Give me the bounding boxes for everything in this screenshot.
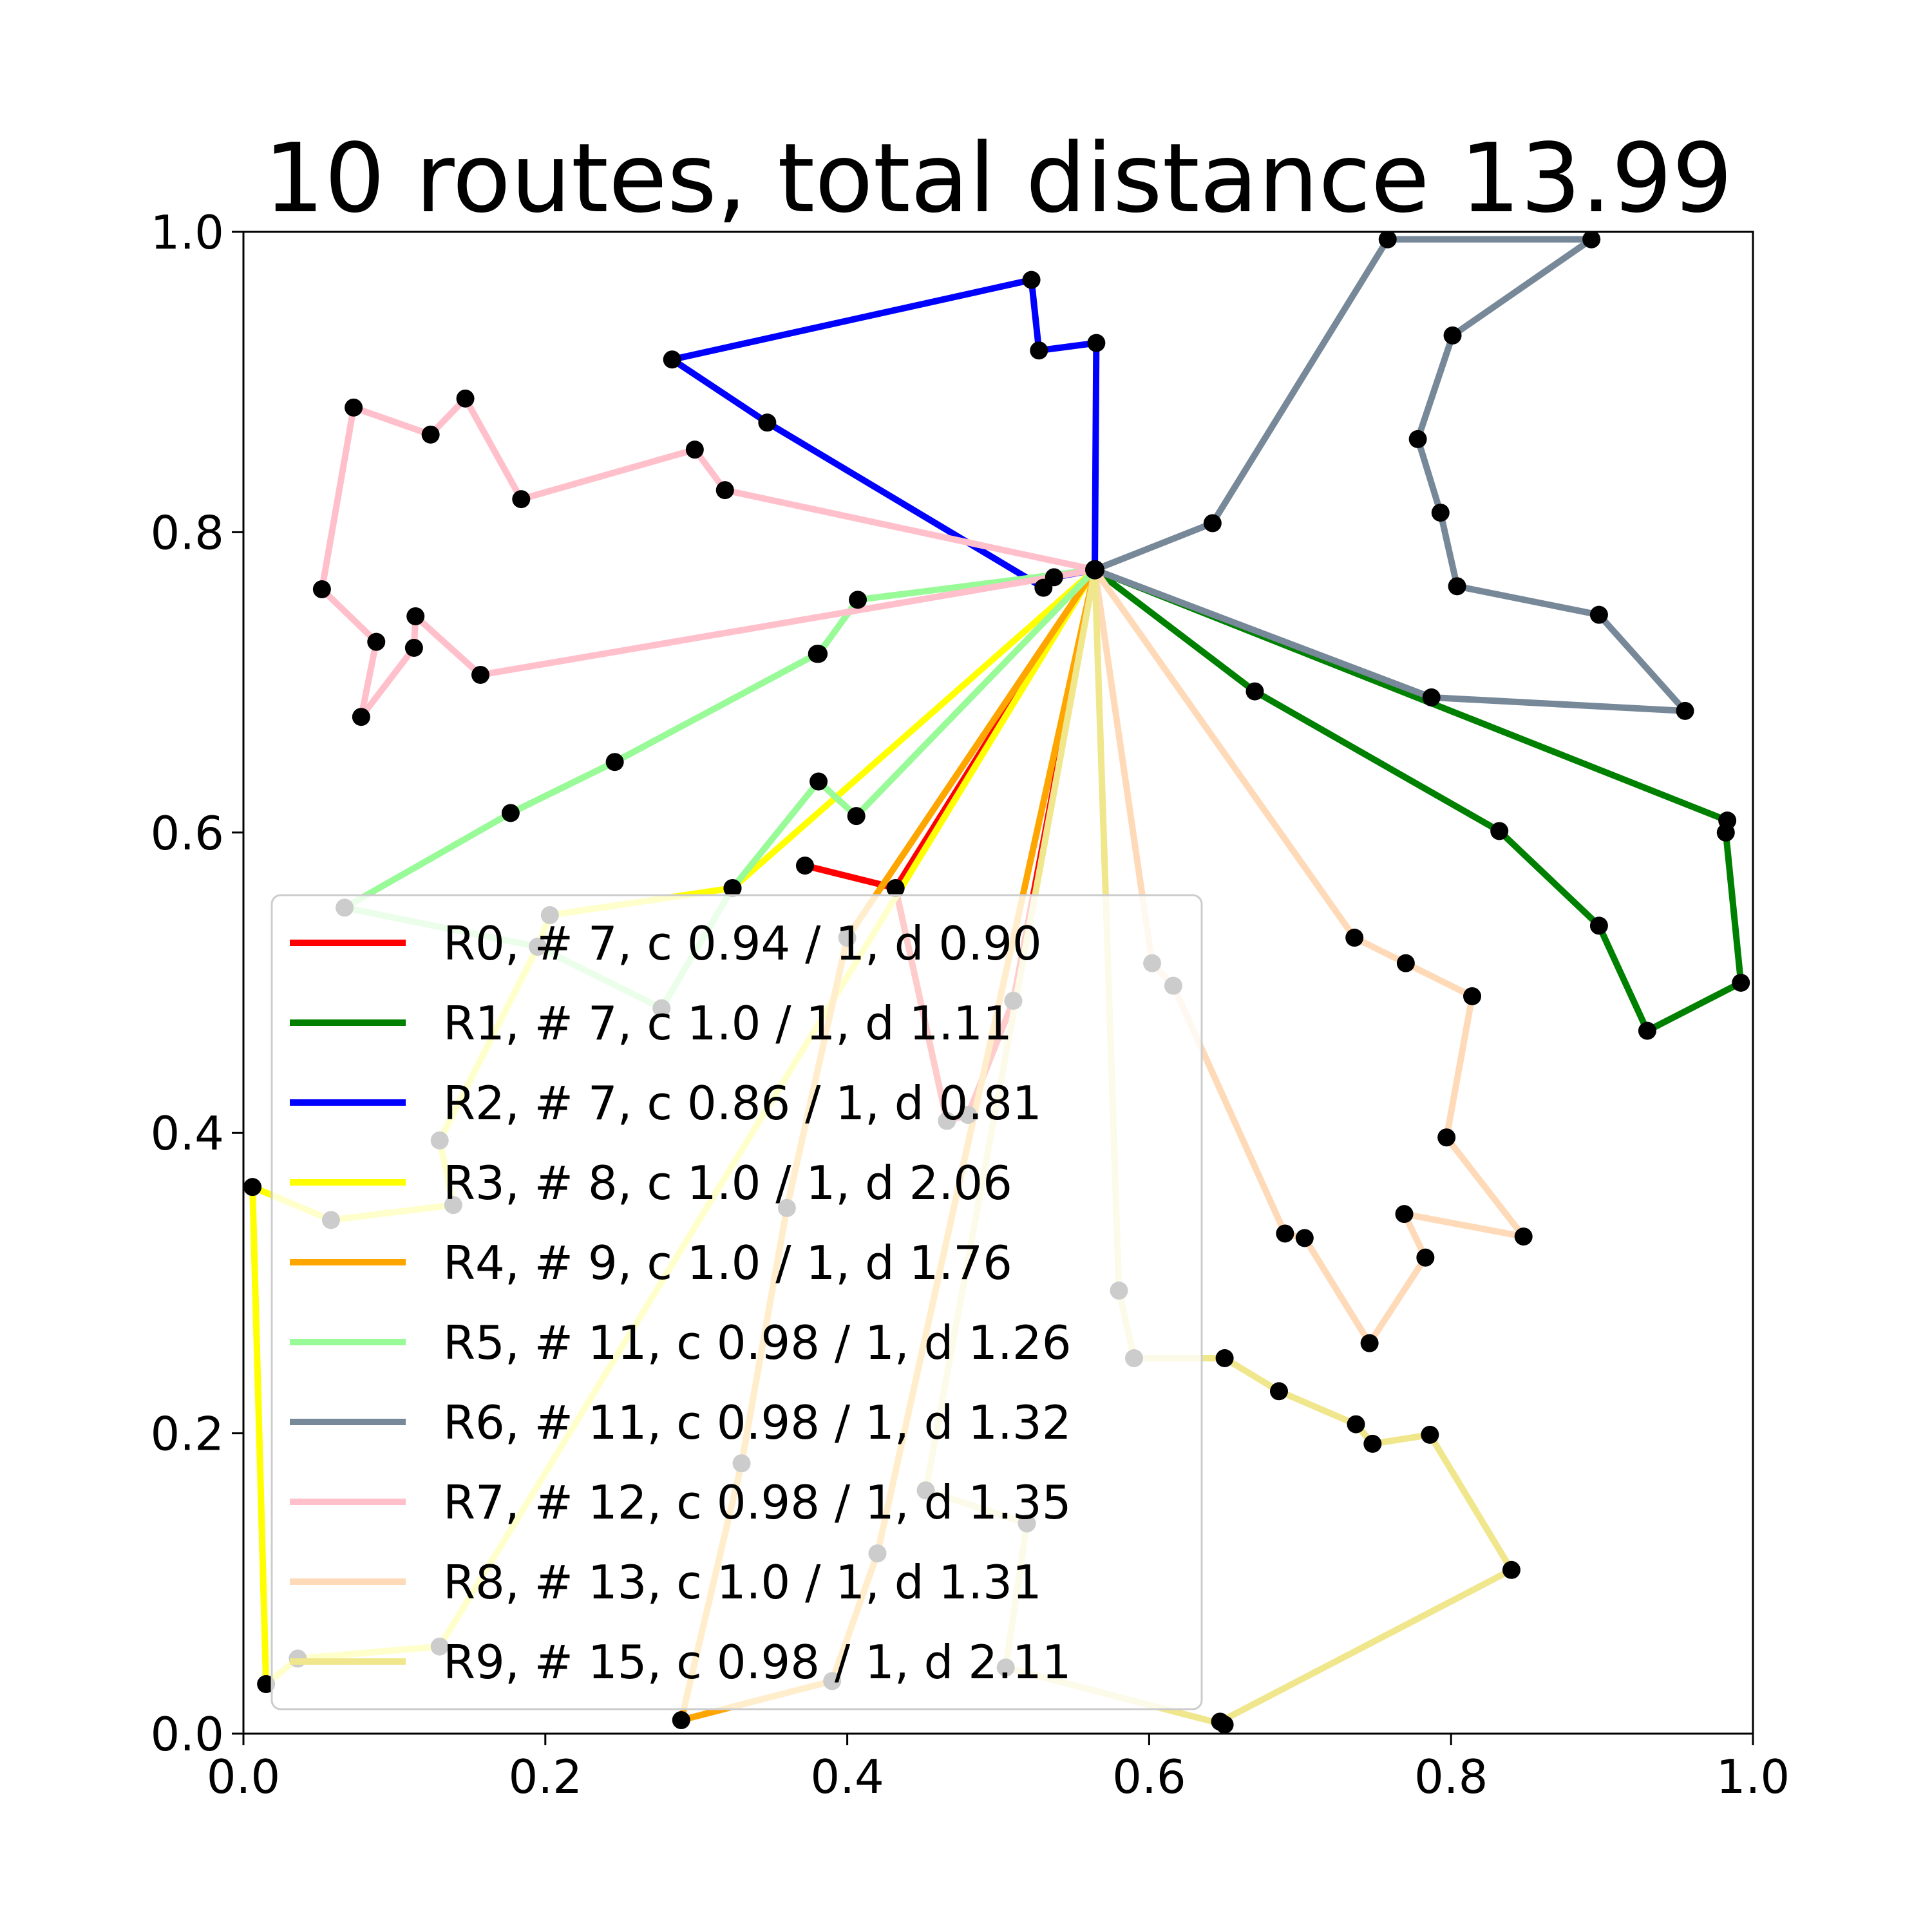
- stop-point-r7: [367, 632, 386, 651]
- y-tick-label: 0.4: [150, 1106, 224, 1160]
- stop-point-r3: [257, 1675, 276, 1694]
- stop-point-r5: [849, 591, 867, 609]
- stop-point-r2: [1030, 341, 1048, 360]
- stop-point-r8: [1295, 1229, 1314, 1247]
- stop-point-r9: [1269, 1382, 1288, 1401]
- stop-point-r3: [243, 1178, 262, 1197]
- stop-point-r2: [1022, 270, 1041, 289]
- stop-point-r9: [1363, 1434, 1382, 1453]
- legend-label-r7: R7, # 12, c 0.98 / 1, d 1.35: [443, 1475, 1072, 1530]
- y-tick-label: 1.0: [150, 205, 224, 260]
- y-tick-label: 0.0: [150, 1707, 224, 1761]
- x-tick-label: 0.2: [509, 1750, 583, 1804]
- x-tick-label: 0.4: [810, 1750, 884, 1804]
- stop-point-r7: [685, 440, 704, 459]
- stop-point-r7: [421, 425, 440, 444]
- stop-point-r9: [1347, 1415, 1365, 1434]
- stop-point-r9: [1421, 1425, 1439, 1444]
- stop-point-r7: [345, 398, 363, 417]
- depot-point: [1085, 560, 1105, 580]
- stop-point-r1: [1245, 682, 1264, 701]
- legend-label-r9: R9, # 15, c 0.98 / 1, d 2.11: [443, 1635, 1072, 1689]
- stop-point-r1: [1638, 1021, 1656, 1040]
- stop-point-r6: [1203, 514, 1222, 533]
- stop-point-r6: [1431, 504, 1450, 522]
- legend-label-r2: R2, # 7, c 0.86 / 1, d 0.81: [443, 1076, 1042, 1130]
- stop-point-r5: [605, 753, 624, 772]
- legend-label-r8: R8, # 13, c 1.0 / 1, d 1.31: [443, 1555, 1042, 1609]
- stop-point-r1: [1490, 822, 1509, 840]
- axes-frame: [242, 231, 1754, 1735]
- stop-point-r1: [1718, 811, 1737, 830]
- stop-point-r8: [1463, 987, 1482, 1005]
- legend-label-r4: R4, # 9, c 1.0 / 1, d 1.76: [443, 1236, 1012, 1290]
- stop-point-r8: [1396, 954, 1415, 972]
- stop-point-r7: [404, 638, 423, 657]
- x-tick-label: 1.0: [1716, 1750, 1790, 1804]
- stop-point-r6: [1443, 326, 1462, 345]
- legend-label-r1: R1, # 7, c 1.0 / 1, d 1.11: [443, 996, 1012, 1050]
- stop-point-r5: [808, 645, 826, 663]
- y-tick-label: 0.6: [150, 806, 224, 860]
- x-tick-label: 0.8: [1414, 1750, 1488, 1804]
- stop-point-r6: [1422, 688, 1441, 706]
- x-tick-label: 0.6: [1112, 1750, 1186, 1804]
- stop-point-r1: [1589, 916, 1608, 935]
- y-axis: 0.0 0.2 0.4 0.6 0.8 1.0: [150, 205, 243, 1761]
- stop-point-r8: [1514, 1227, 1533, 1246]
- stop-point-r7: [352, 708, 370, 726]
- stop-point-r7: [471, 665, 490, 684]
- legend-label-r0: R0, # 7, c 0.94 / 1, d 0.90: [443, 916, 1042, 971]
- stop-point-r8: [1345, 929, 1364, 947]
- legend-label-r6: R6, # 11, c 0.98 / 1, d 1.32: [443, 1396, 1072, 1450]
- stop-point-r8: [1437, 1128, 1456, 1147]
- stop-point-r8: [1395, 1205, 1414, 1224]
- x-tick-label: 0.0: [207, 1750, 281, 1804]
- stop-point-r0: [795, 857, 814, 875]
- points-layer: [243, 232, 1750, 1734]
- legend: R0, # 7, c 0.94 / 1, d 0.90 R1, # 7, c 1.…: [270, 894, 1203, 1710]
- legend-box: [270, 894, 1203, 1710]
- stop-point-r7: [456, 389, 475, 408]
- stop-point-r9: [1215, 1716, 1234, 1734]
- stop-point-r0: [886, 879, 905, 898]
- stop-point-r8: [1276, 1224, 1294, 1243]
- stop-point-r7: [312, 580, 331, 599]
- stop-point-r7: [512, 490, 531, 509]
- stop-point-r2: [758, 413, 777, 432]
- stop-point-r5: [847, 807, 866, 826]
- stop-point-r5: [501, 804, 520, 822]
- stop-point-r8: [1360, 1334, 1379, 1352]
- stop-point-r2: [1087, 334, 1106, 352]
- route-line-r2: [668, 276, 1100, 591]
- stop-point-r6: [1448, 577, 1466, 596]
- legend-label-r3: R3, # 8, c 1.0 / 1, d 2.06: [443, 1156, 1012, 1210]
- legend-label-r5: R5, # 11, c 0.98 / 1, d 1.26: [443, 1316, 1072, 1370]
- stop-point-r4: [672, 1711, 690, 1730]
- stop-point-r6: [1378, 232, 1397, 249]
- stop-point-r2: [1034, 578, 1053, 597]
- y-tick-label: 0.2: [150, 1407, 224, 1461]
- stop-point-r1: [1732, 974, 1750, 992]
- stop-point-r6: [1589, 605, 1608, 624]
- stop-point-r6: [1408, 430, 1427, 448]
- stop-point-r9: [1502, 1560, 1520, 1579]
- stop-point-r7: [406, 607, 425, 625]
- stop-point-r2: [663, 350, 681, 369]
- chart-title: 10 routes, total distance 13.99: [264, 123, 1733, 234]
- stop-point-r6: [1582, 232, 1601, 249]
- x-axis: 0.0 0.2 0.4 0.6 0.8 1.0: [207, 1734, 1790, 1804]
- route-line-r6: [1094, 236, 1689, 714]
- stop-point-r6: [1676, 701, 1694, 720]
- stop-point-r5: [723, 879, 742, 898]
- stop-point-r5: [810, 772, 828, 791]
- stop-point-r7: [715, 481, 734, 500]
- stop-point-r8: [1416, 1248, 1435, 1267]
- y-tick-label: 0.8: [150, 506, 224, 560]
- stop-point-r9: [1215, 1349, 1234, 1367]
